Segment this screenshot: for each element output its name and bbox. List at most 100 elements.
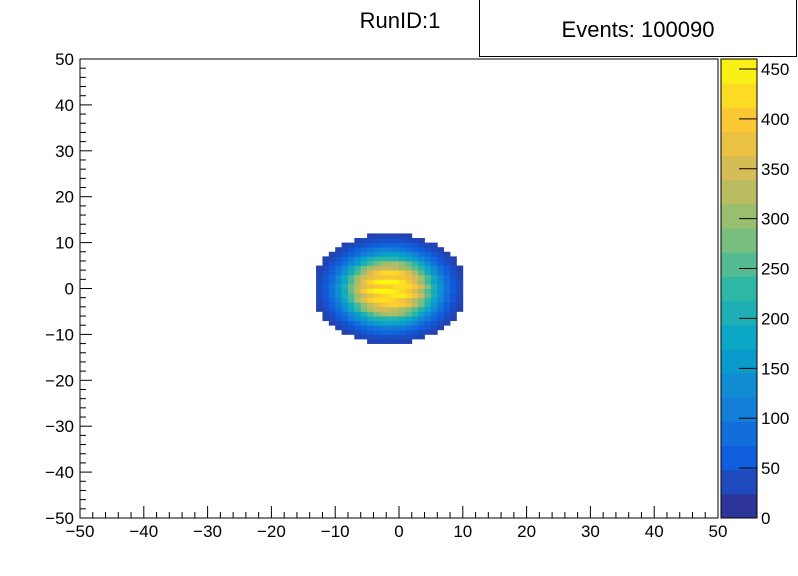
heatmap-cell xyxy=(424,242,432,248)
heatmap-cell xyxy=(347,316,355,322)
heatmap-cell xyxy=(450,283,457,289)
heatmap-cell xyxy=(367,329,374,335)
heatmap-cell xyxy=(418,329,425,335)
heatmap-cell xyxy=(367,238,374,243)
colorbar-band xyxy=(721,493,757,519)
heatmap-cell xyxy=(424,316,432,322)
heatmap-cell xyxy=(373,338,381,344)
colorbar-band xyxy=(721,83,757,108)
y-tick-label: −40 xyxy=(45,463,74,482)
heatmap-cell xyxy=(373,306,381,312)
heatmap-cell xyxy=(392,233,400,239)
heatmap-cell xyxy=(379,311,387,317)
heatmap-cell xyxy=(456,306,464,312)
x-tick-label: 40 xyxy=(645,522,664,541)
heatmap-cell xyxy=(360,265,368,271)
heatmap-cell xyxy=(456,293,464,299)
heatmap-cell xyxy=(347,320,355,326)
heatmap-cell xyxy=(360,238,368,243)
colorbar-band xyxy=(721,445,757,471)
heatmap-cell xyxy=(450,297,457,303)
x-tick-label: −30 xyxy=(193,522,222,541)
heatmap-cell xyxy=(424,251,432,257)
heatmap-cell xyxy=(367,288,374,294)
y-axis: −50 −40 −30 −20 −10 0 10 20 30 40 50 xyxy=(45,50,92,528)
heatmap-cell xyxy=(367,247,374,253)
heatmap-cell xyxy=(354,260,362,266)
heatmap-cell xyxy=(437,311,445,317)
heatmap-cell xyxy=(360,320,368,326)
stats-box: Events: 100090 xyxy=(479,0,797,57)
heatmap-cell xyxy=(328,260,336,266)
heatmap-cell xyxy=(450,293,457,299)
heatmap-cell xyxy=(456,279,464,285)
x-axis: −50 −40 −30 −20 −10 0 10 20 30 40 50 xyxy=(66,506,727,541)
heatmap-cell xyxy=(316,293,323,299)
heatmap-cell xyxy=(411,316,419,322)
heatmap-cell xyxy=(392,238,400,243)
heatmap-cell xyxy=(405,316,413,322)
heatmap-cell xyxy=(322,288,330,294)
heatmap-cell xyxy=(430,242,438,248)
heatmap-cell xyxy=(424,293,432,299)
heatmap-cell xyxy=(411,274,419,280)
heatmap-cell xyxy=(450,306,457,312)
heatmap-cell xyxy=(316,306,323,312)
heatmap-cell xyxy=(341,288,349,294)
heatmap-cell xyxy=(405,233,413,239)
heatmap-cell xyxy=(360,270,368,276)
heatmap-cell xyxy=(399,233,406,239)
heatmap-cell xyxy=(341,279,349,285)
heatmap-cell xyxy=(437,247,445,253)
heatmap-cell xyxy=(341,316,349,322)
heatmap-cell xyxy=(399,293,406,299)
heatmap-cell xyxy=(430,251,438,257)
heatmap-cell xyxy=(386,306,394,312)
heatmap-cell xyxy=(360,316,368,322)
heatmap-cell xyxy=(399,247,406,253)
heatmap-cell xyxy=(424,279,432,285)
heatmap-cell xyxy=(360,329,368,335)
y-tick-label: −50 xyxy=(45,509,74,528)
colorbar-band xyxy=(721,348,757,374)
heatmap-cell xyxy=(450,316,457,322)
heatmap-cell xyxy=(399,316,406,322)
heatmap-cell xyxy=(418,316,425,322)
heatmap-cell xyxy=(430,320,438,326)
heatmap-cell xyxy=(443,297,451,303)
heatmap-cell xyxy=(418,270,425,276)
heatmap-cell xyxy=(411,279,419,285)
heatmap-cell xyxy=(373,320,381,326)
heatmap-cell xyxy=(430,260,438,266)
heatmap-cell xyxy=(379,325,387,331)
colorbar-band xyxy=(721,179,757,205)
heatmap-cell xyxy=(354,265,362,271)
heatmap-cell xyxy=(373,293,381,299)
heatmap-cell xyxy=(360,242,368,248)
heatmap-cell xyxy=(392,283,400,289)
colorbar-tick-label: 350 xyxy=(761,160,789,179)
heatmap-cell xyxy=(328,279,336,285)
heatmap-cell xyxy=(360,302,368,308)
heatmap-cell xyxy=(399,279,406,285)
heatmap-cell xyxy=(437,320,445,326)
heatmap-cell xyxy=(316,270,323,276)
heatmap-cell xyxy=(354,251,362,257)
heatmap-cell xyxy=(411,334,419,340)
heatmap-cell xyxy=(437,288,445,294)
heatmap-cell xyxy=(360,260,368,266)
heatmap-cell xyxy=(418,260,425,266)
heatmap-cell xyxy=(328,265,336,271)
heatmap-cell xyxy=(341,283,349,289)
heatmap-cell xyxy=(360,251,368,257)
heatmap-cell xyxy=(399,338,406,344)
heatmap-cell xyxy=(443,288,451,294)
heatmap-cell xyxy=(379,265,387,271)
heatmap-cell xyxy=(392,247,400,253)
heatmap-cell xyxy=(411,302,419,308)
heatmap-cell xyxy=(316,302,323,308)
heatmap-cell xyxy=(399,302,406,308)
heatmap-cell xyxy=(347,279,355,285)
heatmap-cell xyxy=(430,270,438,276)
